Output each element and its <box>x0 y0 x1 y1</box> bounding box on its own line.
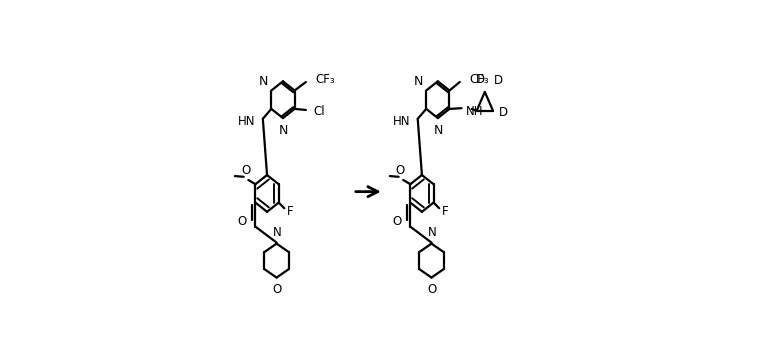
Text: O: O <box>237 215 247 228</box>
Text: N: N <box>413 75 423 88</box>
Text: N: N <box>258 75 268 88</box>
Text: N: N <box>427 226 436 239</box>
Text: N: N <box>434 125 443 137</box>
Text: HN: HN <box>238 115 256 128</box>
Text: D: D <box>499 106 508 119</box>
Text: D: D <box>494 73 503 87</box>
Text: O: O <box>427 283 436 296</box>
Text: N: N <box>273 226 281 239</box>
Text: CF₃: CF₃ <box>470 73 490 86</box>
Text: O: O <box>392 215 402 228</box>
Text: O: O <box>241 164 250 177</box>
Text: NH: NH <box>466 104 483 118</box>
Text: Cl: Cl <box>313 104 325 118</box>
Text: F: F <box>287 204 294 218</box>
Text: N: N <box>279 125 288 137</box>
Text: HN: HN <box>393 115 411 128</box>
Text: O: O <box>272 283 281 296</box>
Text: O: O <box>396 164 405 177</box>
Text: CF₃: CF₃ <box>316 73 335 86</box>
Text: F: F <box>442 204 449 218</box>
Text: D: D <box>476 72 485 86</box>
